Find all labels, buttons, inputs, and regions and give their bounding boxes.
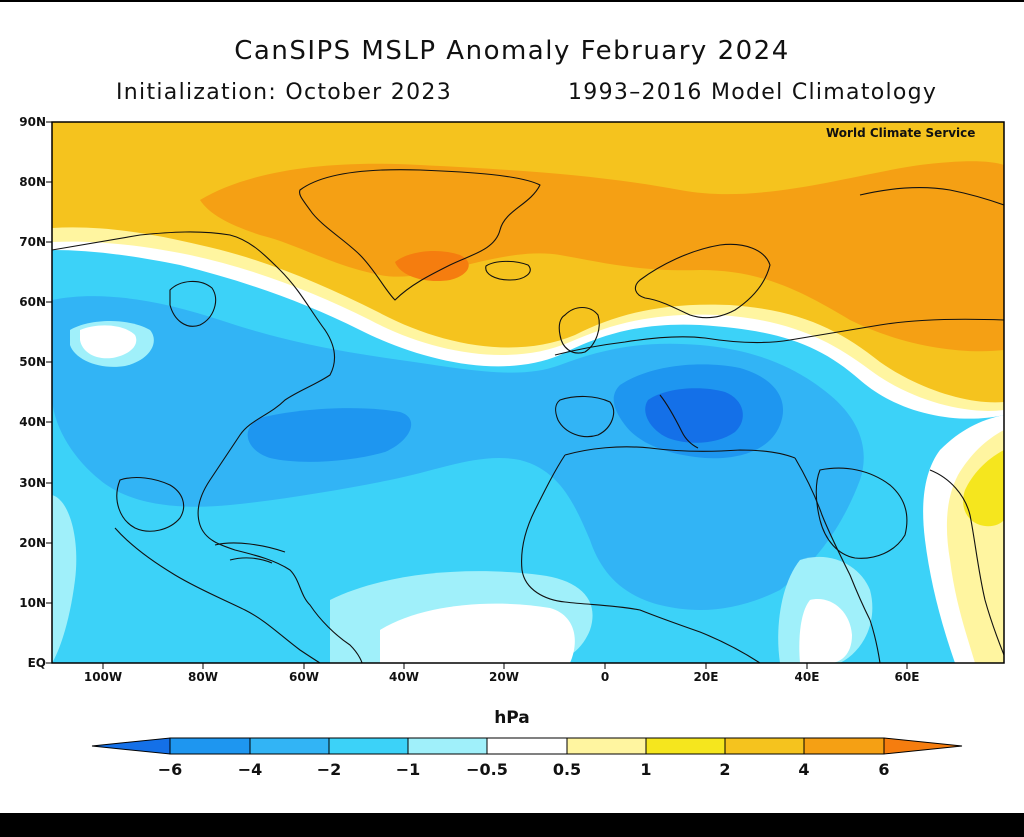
colorbar-bin (803, 737, 885, 755)
colorbar-bin (486, 737, 568, 755)
lat-label: 70N (19, 235, 46, 249)
climatology-label: 1993–2016 Model Climatology (568, 80, 938, 105)
lon-label: 40E (794, 670, 820, 684)
coast-gulf-of-mexico (116, 476, 185, 532)
lat-label: 40N (19, 415, 46, 429)
field-zero-atlantic-s (380, 603, 575, 663)
field-zero-pacific (52, 495, 77, 663)
lat-label: 80N (19, 175, 46, 189)
coast-med-africa (564, 446, 796, 459)
colorbar-arrow-left (91, 737, 171, 755)
coast-central-america (114, 527, 321, 663)
initialization-label: Initialization: October 2023 (116, 80, 452, 105)
lon-label: 80W (188, 670, 218, 684)
lat-label: 30N (19, 476, 46, 490)
colorbar-tick-label: −2 (316, 760, 342, 779)
coast-red-sea (794, 457, 871, 621)
lat-label: 10N (19, 596, 46, 610)
coast-scandinavia (634, 243, 771, 319)
colorbar-units: hPa (494, 708, 530, 728)
coast-africa-west (521, 454, 761, 663)
colorbar-tick-label: 6 (878, 760, 890, 779)
anomaly-field (52, 122, 1004, 663)
coast-arctic-siberia (859, 187, 1004, 206)
field-neg-4-atlantic (247, 408, 412, 462)
lat-label: EQ (27, 656, 46, 670)
map-title: CanSIPS MSLP Anomaly February 2024 (234, 36, 790, 66)
coast-iceland (485, 260, 531, 281)
colorbar-bin (724, 737, 805, 755)
coast-iberia (555, 395, 615, 438)
colorbar-arrow-right (883, 737, 963, 755)
colorbar (91, 737, 963, 755)
map-border (51, 121, 1005, 664)
lat-label: 20N (19, 536, 46, 550)
credit-label: World Climate Service (826, 126, 976, 140)
lon-label: 60W (289, 670, 319, 684)
colorbar-tick-label: 4 (798, 760, 810, 779)
colorbar-tick-label: 0.5 (552, 760, 582, 779)
lon-label: 40W (389, 670, 419, 684)
field-pos-india-2 (963, 450, 1004, 527)
colorbar-tick-label: −6 (157, 760, 183, 779)
colorbar-bin (407, 737, 488, 755)
coast-north-america (52, 231, 363, 663)
field-zero-east-africa (799, 599, 852, 663)
colorbar-bin (645, 737, 726, 755)
lon-label: 0 (600, 670, 610, 684)
colorbar-tick-label: 1 (640, 760, 652, 779)
lon-label: 20E (693, 670, 719, 684)
colorbar-tick-label: −4 (237, 760, 263, 779)
coastlines (52, 169, 1004, 663)
lon-label: 100W (83, 670, 123, 684)
colorbar-tick-label: 2 (719, 760, 731, 779)
lat-label: 90N (19, 115, 46, 129)
coast-british-isles (558, 306, 600, 354)
field-neg-6-med (645, 388, 743, 443)
field-pos-4 (200, 161, 1004, 352)
colorbar-bin (566, 737, 647, 755)
coast-caribbean (214, 542, 286, 564)
colorbar-tick-label: −1 (395, 760, 421, 779)
axis-ticks (46, 121, 908, 669)
colorbar-bin (169, 737, 251, 755)
lat-label: 60N (19, 295, 46, 309)
colorbar-tick-label: −0.5 (466, 760, 508, 779)
lon-label: 20W (489, 670, 519, 684)
coast-europe (554, 318, 1004, 356)
coast-arabia (815, 467, 908, 559)
coast-east-africa (869, 619, 881, 663)
coast-hudson-bay (169, 280, 217, 327)
lat-label: 50N (19, 355, 46, 369)
colorbar-bin (249, 737, 330, 755)
coast-italy (659, 394, 699, 449)
coast-india (929, 469, 1004, 656)
field-zero-canada (80, 325, 137, 359)
colorbar-bin (328, 737, 409, 755)
coast-greenland (299, 169, 541, 301)
lon-label: 60E (894, 670, 920, 684)
bottom-border (0, 813, 1024, 837)
top-border (0, 0, 1024, 2)
field-pos-6 (395, 250, 469, 282)
